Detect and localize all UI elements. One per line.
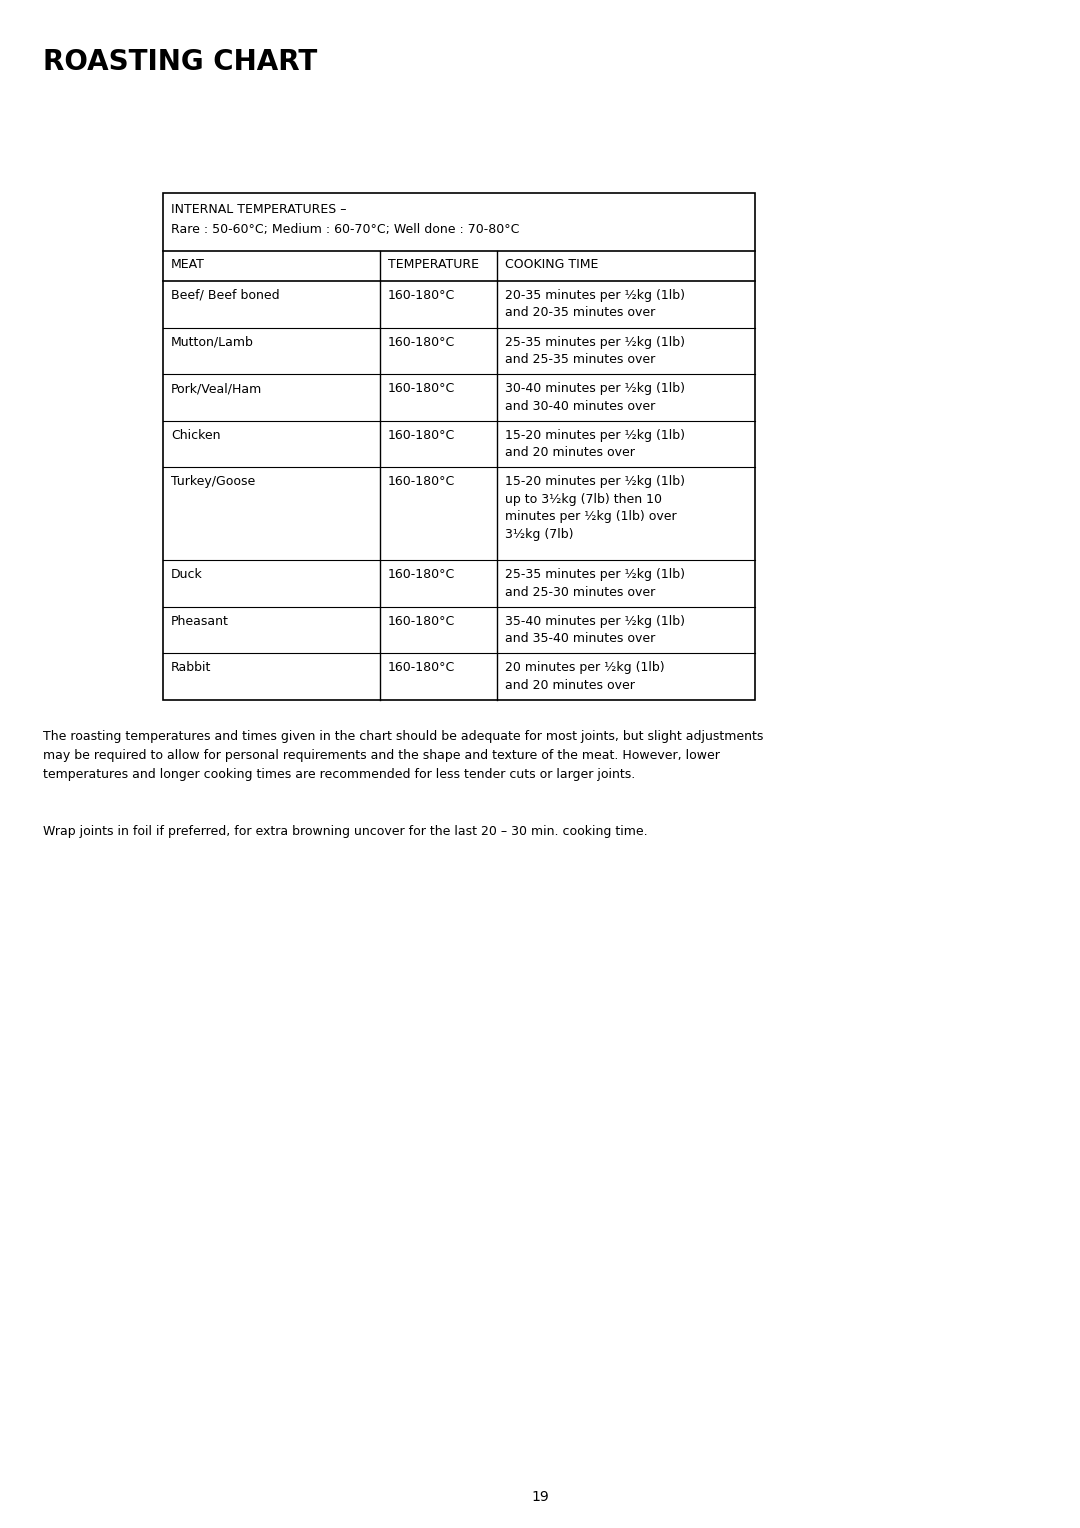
Text: 20-35 minutes per ½kg (1lb)
and 20-35 minutes over: 20-35 minutes per ½kg (1lb) and 20-35 mi… <box>505 289 685 319</box>
Text: ROASTING CHART: ROASTING CHART <box>43 47 318 76</box>
Text: 160-180°C: 160-180°C <box>388 475 456 489</box>
Text: 15-20 minutes per ½kg (1lb)
and 20 minutes over: 15-20 minutes per ½kg (1lb) and 20 minut… <box>505 429 685 460</box>
Text: 15-20 minutes per ½kg (1lb)
up to 3½kg (7lb) then 10
minutes per ½kg (1lb) over
: 15-20 minutes per ½kg (1lb) up to 3½kg (… <box>505 475 685 541</box>
Text: Rabbit: Rabbit <box>171 662 212 674</box>
Text: 160-180°C: 160-180°C <box>388 382 456 396</box>
Text: 35-40 minutes per ½kg (1lb)
and 35-40 minutes over: 35-40 minutes per ½kg (1lb) and 35-40 mi… <box>505 614 685 645</box>
Text: Duck: Duck <box>171 568 203 581</box>
Text: INTERNAL TEMPERATURES –: INTERNAL TEMPERATURES – <box>171 203 347 215</box>
Text: 160-180°C: 160-180°C <box>388 429 456 442</box>
Text: Chicken: Chicken <box>171 429 220 442</box>
Text: 20 minutes per ½kg (1lb)
and 20 minutes over: 20 minutes per ½kg (1lb) and 20 minutes … <box>505 662 664 692</box>
Text: 160-180°C: 160-180°C <box>388 614 456 628</box>
Text: The roasting temperatures and times given in the chart should be adequate for mo: The roasting temperatures and times give… <box>43 730 764 781</box>
Text: 19: 19 <box>531 1490 549 1504</box>
Text: Pheasant: Pheasant <box>171 614 229 628</box>
Text: TEMPERATURE: TEMPERATURE <box>388 258 480 270</box>
Text: 30-40 minutes per ½kg (1lb)
and 30-40 minutes over: 30-40 minutes per ½kg (1lb) and 30-40 mi… <box>505 382 685 413</box>
Text: Mutton/Lamb: Mutton/Lamb <box>171 336 254 348</box>
Text: Pork/Veal/Ham: Pork/Veal/Ham <box>171 382 262 396</box>
Text: Rare : 50-60°C; Medium : 60-70°C; Well done : 70-80°C: Rare : 50-60°C; Medium : 60-70°C; Well d… <box>171 223 519 235</box>
Text: 25-35 minutes per ½kg (1lb)
and 25-35 minutes over: 25-35 minutes per ½kg (1lb) and 25-35 mi… <box>505 336 685 367</box>
Text: MEAT: MEAT <box>171 258 205 270</box>
Text: Beef/ Beef boned: Beef/ Beef boned <box>171 289 280 303</box>
Text: 160-180°C: 160-180°C <box>388 289 456 303</box>
Bar <box>163 193 755 700</box>
Text: 25-35 minutes per ½kg (1lb)
and 25-30 minutes over: 25-35 minutes per ½kg (1lb) and 25-30 mi… <box>505 568 685 599</box>
Text: Wrap joints in foil if preferred, for extra browning uncover for the last 20 – 3: Wrap joints in foil if preferred, for ex… <box>43 825 648 837</box>
Text: 160-180°C: 160-180°C <box>388 568 456 581</box>
Text: Turkey/Goose: Turkey/Goose <box>171 475 255 489</box>
Text: 160-180°C: 160-180°C <box>388 662 456 674</box>
Text: COOKING TIME: COOKING TIME <box>505 258 598 270</box>
Text: 160-180°C: 160-180°C <box>388 336 456 348</box>
